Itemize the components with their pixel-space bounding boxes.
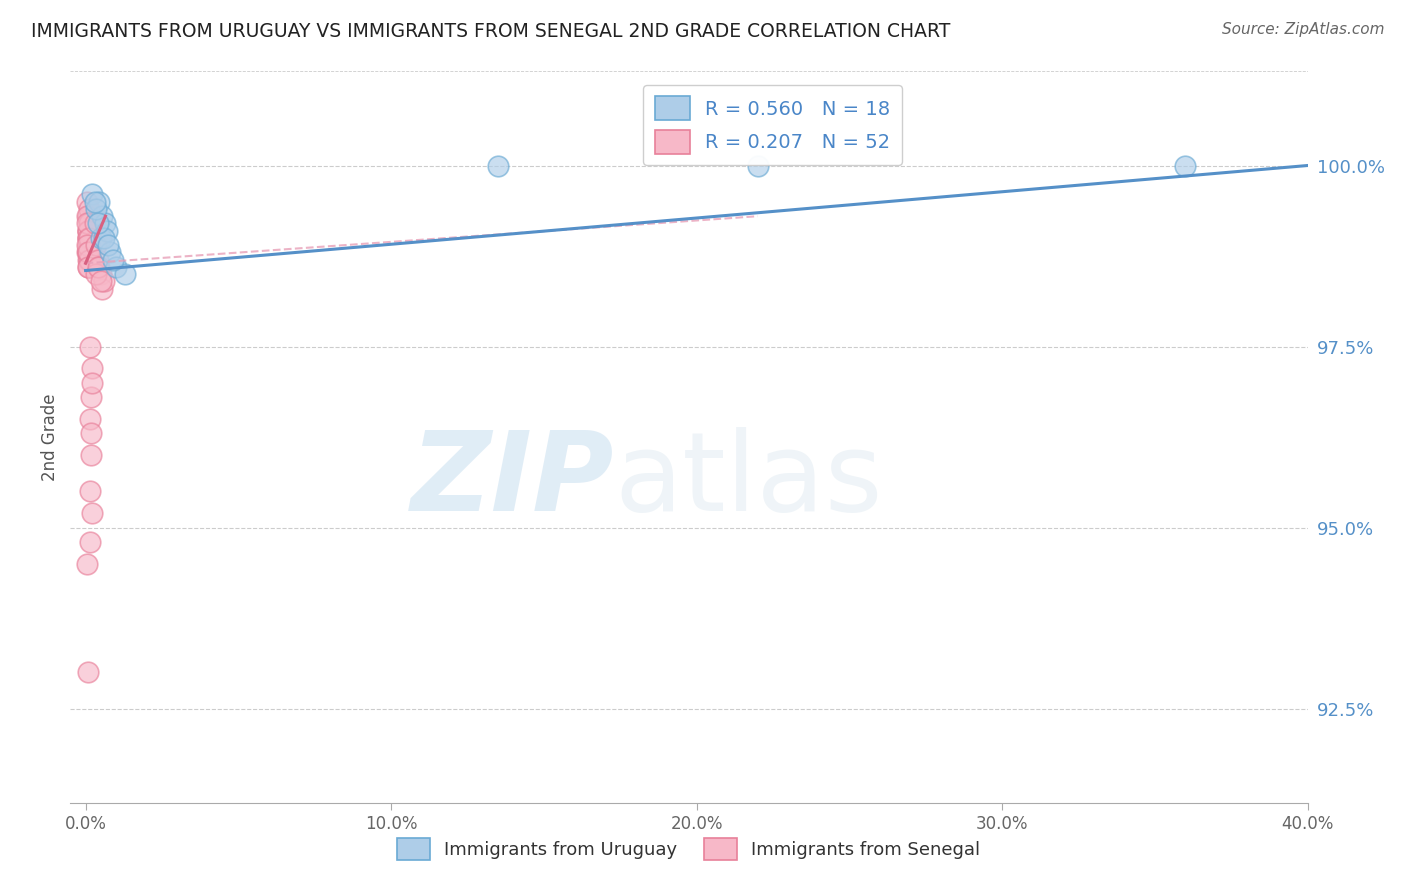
Point: [77, 231, 100, 245]
Text: ZIP: ZIP: [411, 427, 614, 534]
Point: [87, 252, 110, 267]
Point: [76, 245, 98, 260]
Point: [79, 535, 101, 549]
Legend: Immigrants from Uruguay, Immigrants from Senegal: Immigrants from Uruguay, Immigrants from…: [389, 830, 988, 867]
Point: [80, 426, 103, 441]
Point: [77, 238, 100, 252]
Point: [80, 506, 103, 520]
Point: [89, 194, 111, 209]
Point: [80, 390, 103, 404]
Point: [84, 202, 107, 216]
Point: [77, 245, 100, 260]
Point: [77, 260, 100, 274]
Point: [90, 274, 112, 288]
Point: [77, 231, 100, 245]
Point: [77, 665, 100, 680]
Point: [90, 267, 112, 281]
Point: [82, 376, 104, 390]
Point: [76, 245, 98, 260]
Point: [114, 267, 136, 281]
Point: [77, 245, 100, 260]
Point: [76, 260, 98, 274]
Point: [76, 224, 98, 238]
Point: [76, 194, 98, 209]
Point: [77, 202, 100, 216]
Point: [77, 252, 100, 267]
Point: [90, 231, 112, 245]
Point: [77, 260, 100, 274]
Text: atlas: atlas: [614, 427, 883, 534]
Point: [77, 231, 100, 245]
Point: [91, 209, 114, 223]
Point: [77, 224, 100, 238]
Point: [97, 238, 120, 252]
Point: [84, 267, 107, 281]
Point: [93, 231, 115, 245]
Point: [79, 340, 101, 354]
Point: [101, 252, 124, 267]
Point: [84, 238, 107, 252]
Point: [79, 484, 101, 499]
Point: [76, 238, 98, 252]
Point: [76, 231, 98, 245]
Point: [77, 238, 100, 252]
Point: [77, 231, 100, 245]
Point: [76, 224, 98, 238]
Y-axis label: 2nd Grade: 2nd Grade: [41, 393, 59, 481]
Point: [94, 216, 117, 230]
Text: Source: ZipAtlas.com: Source: ZipAtlas.com: [1222, 22, 1385, 37]
Point: [76, 209, 98, 223]
Point: [77, 245, 100, 260]
Point: [76, 216, 98, 230]
Point: [98, 245, 121, 260]
Point: [87, 216, 110, 230]
Point: [80, 448, 103, 462]
Point: [79, 412, 101, 426]
Point: [80, 187, 103, 202]
Text: IMMIGRANTS FROM URUGUAY VS IMMIGRANTS FROM SENEGAL 2ND GRADE CORRELATION CHART: IMMIGRANTS FROM URUGUAY VS IMMIGRANTS FR…: [31, 22, 950, 41]
Point: [747, 159, 769, 173]
Point: [83, 194, 105, 209]
Point: [93, 274, 115, 288]
Point: [80, 361, 103, 376]
Point: [91, 282, 114, 296]
Point: [76, 557, 98, 571]
Point: [89, 260, 111, 274]
Point: [486, 159, 509, 173]
Point: [77, 216, 100, 230]
Point: [77, 238, 100, 252]
Point: [77, 252, 100, 267]
Point: [105, 260, 128, 274]
Point: [87, 260, 110, 274]
Point: [96, 224, 118, 238]
Point: [1174, 159, 1197, 173]
Point: [77, 252, 100, 267]
Point: [77, 216, 100, 230]
Point: [83, 216, 105, 230]
Point: [77, 209, 100, 223]
